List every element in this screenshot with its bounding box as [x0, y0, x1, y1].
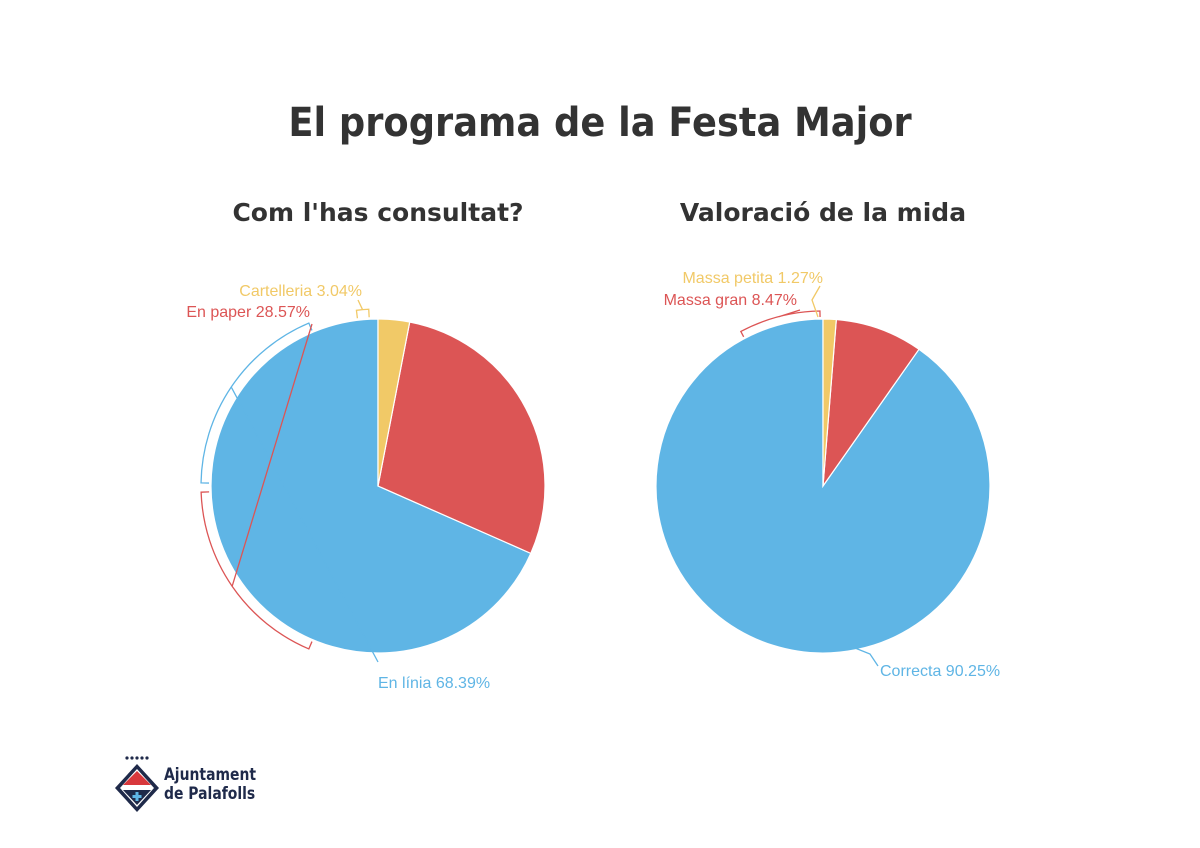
slice-label: En paper 28.57%: [186, 304, 310, 321]
slice-label: Massa gran 8.47%: [664, 292, 797, 309]
logo-line-1: Ajuntament: [164, 765, 257, 785]
chart-title-mida: Valoració de la mida: [679, 198, 967, 227]
logo-text: Ajuntament de Palafolls: [164, 766, 256, 804]
leader-line: [854, 647, 879, 667]
pie-slice: [377, 318, 411, 487]
pie-slice: [210, 318, 532, 654]
pie-chart-mida: Correcta 90.25% Massa gran 8.47% Massa pet…: [655, 270, 1000, 680]
page-title: El programa de la Festa Major: [288, 100, 912, 146]
pie-slice: [822, 318, 920, 489]
slice-label: Correcta 90.25%: [880, 663, 1000, 680]
logo-line-2: de Palafolls: [164, 784, 256, 804]
pie-chart-consultat: En línia 68.39% En paper 28.57% Cartelleri…: [186, 283, 546, 692]
leader-line: [811, 285, 821, 318]
leader-line: [200, 323, 313, 650]
slice-label: Cartelleria 3.04%: [239, 283, 362, 300]
slice-label: Massa petita 1.27%: [682, 270, 823, 287]
leader-line: [739, 309, 821, 338]
pie-slice: [377, 321, 546, 555]
pie-slice: [822, 318, 837, 487]
ajuntament-logo: Ajuntament de Palafolls: [112, 752, 282, 816]
slice-label: En línia 68.39%: [378, 675, 490, 692]
chart-title-consultat: Com l'has consultat?: [232, 198, 524, 227]
leader-line: [355, 299, 370, 319]
leader-line: [200, 322, 379, 663]
palafolls-crest-icon: [115, 756, 159, 812]
